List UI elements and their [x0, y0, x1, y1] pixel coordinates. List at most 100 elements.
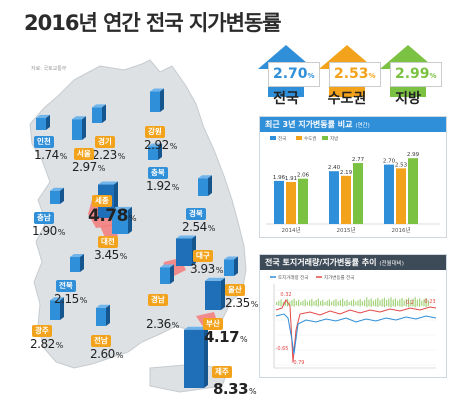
region-value-jeju: 8.33%: [213, 380, 257, 398]
region-value-unit: %: [79, 296, 88, 305]
legend-label: 지방: [330, 135, 338, 142]
region-value-number: 3.45: [94, 248, 119, 262]
map-bar-gangwon: [150, 88, 164, 112]
region-label-gyeonggi: 경기: [95, 136, 115, 148]
line-annotation: 0.2: [406, 300, 414, 306]
map-bar-jeonnam: [96, 304, 110, 326]
line-annotation: -0.79: [292, 360, 305, 366]
summary-value-capital: 2.53%: [329, 62, 381, 87]
region-value-unit: %: [55, 341, 64, 350]
region-value-unit: %: [249, 387, 257, 396]
region-label-jeonnam: 전남: [91, 335, 111, 347]
region-label-gyeongbuk: 경북: [186, 208, 206, 220]
region-label-jeonbuk: 전북: [56, 280, 76, 292]
bar: [384, 164, 394, 224]
region-label-busan: 부산: [203, 318, 223, 330]
line-chart: 토지거래량 전국 지가변동률 전국 0.32 -0.65 -0.79 0.2 0.23: [270, 274, 437, 369]
region-value-jeonnam: 2.60%: [90, 347, 123, 361]
line-chart-legend: 토지거래량 전국 지가변동률 전국: [270, 274, 354, 281]
bar-value-label: 2.53: [395, 162, 408, 168]
region-label-ulsan: 울산: [225, 284, 245, 296]
region-value-unit: %: [171, 183, 180, 192]
region-label-daejeon: 대전: [98, 236, 118, 248]
bar-value-label: 2.19: [340, 170, 353, 176]
bar-value-label: 1.91: [285, 176, 297, 182]
bar: [286, 181, 296, 224]
region-value-gyeongbuk: 2.54%: [182, 220, 215, 234]
bar-chart-panel: 최근 3년 지가변동률 비교 (연간) 전국 수도권 지방 1.96 1.91 2.06 2…: [259, 116, 447, 238]
region-value-number: 2.92: [144, 138, 169, 152]
region-value-unit: %: [115, 351, 124, 360]
region-value-unit: %: [117, 152, 126, 161]
region-value-chungnam: 1.90%: [32, 224, 65, 238]
page-title: 2016년 연간 전국 지가변동률: [24, 11, 282, 35]
region-label-seoul: 서울: [74, 148, 94, 160]
legend-label: 수도권: [304, 135, 316, 142]
legend-label: 지가변동률 전국: [324, 274, 354, 281]
line-chart-panel: 전국 토지거래량/지가변동률 추이 (전월대비) 토지거래량 전국 지가변동률 전…: [259, 254, 447, 378]
map-bar-chungnam: [50, 187, 64, 204]
map-bar-chungbuk: [148, 143, 162, 160]
transaction-volume-line: [275, 313, 437, 355]
map-bar-jeju: [184, 326, 208, 388]
bar-value-label: 1.96: [273, 175, 286, 181]
region-value-number: 2.97: [72, 160, 97, 174]
region-value-number: 2.60: [90, 347, 115, 361]
region-value-seoul: 2.97%: [72, 160, 105, 174]
summary-name-national: 전국: [273, 91, 299, 107]
bar: [408, 158, 418, 224]
region-value-unit: %: [171, 321, 180, 330]
region-value-unit: %: [207, 224, 216, 233]
region-value-jeonbuk: 2.15%: [54, 292, 87, 306]
bar: [329, 171, 339, 224]
map-bar-ulsan: [224, 256, 238, 276]
region-value-number: 2.82: [30, 337, 55, 351]
bar: [298, 178, 308, 224]
map-bar-jeonbuk: [70, 253, 84, 272]
bar: [396, 168, 406, 224]
region-value-unit: %: [59, 152, 68, 161]
summary-value-national: 2.70%: [268, 62, 320, 87]
map-bar-gyeonggi: [92, 104, 106, 123]
category-label: 2015년: [336, 226, 355, 234]
price-change-line: [275, 299, 437, 363]
bar-chart-title: 최근 3년 지가변동률 비교 (연간): [260, 117, 446, 132]
region-value-number: 4.78: [88, 206, 128, 226]
line-chart-title: 전국 토지거래량/지가변동률 추이 (전월대비): [260, 255, 446, 270]
region-value-number: 8.33: [213, 380, 249, 398]
summary-name-capital: 수도권: [327, 91, 367, 107]
region-value-incheon: 1.74%: [34, 148, 67, 162]
region-value-daegu: 3.93%: [190, 262, 223, 276]
region-value-chungbuk: 1.92%: [146, 179, 179, 193]
summary-value-local: 2.99%: [390, 62, 442, 87]
legend-swatch: [270, 136, 276, 140]
map-bar-daejeon: [112, 206, 132, 234]
region-value-unit: %: [57, 228, 66, 237]
region-value-unit: %: [250, 300, 259, 309]
map-bar-gyeongnam: [160, 264, 174, 284]
line-annotation: -0.65: [276, 346, 289, 352]
summary-name-local: 지방: [395, 91, 421, 107]
region-value-gangwon: 2.92%: [144, 138, 177, 152]
region-value-number: 2.36: [146, 317, 171, 331]
region-value-gyeonggi: 2.23%: [92, 148, 125, 162]
map-bar-gyeongbuk: [198, 175, 212, 196]
category-label: 2016년: [391, 226, 410, 234]
map-bar-gwangju: [50, 297, 64, 320]
legend-label: 토지거래량 전국: [278, 274, 308, 281]
line-annotation: 0.32: [280, 292, 291, 298]
region-3d-bars: [36, 88, 238, 388]
region-label-gwangju: 광주: [32, 325, 52, 337]
bar-value-label: 2.70: [383, 159, 396, 165]
region-value-unit: %: [128, 214, 137, 223]
region-value-unit: %: [97, 164, 106, 173]
bar-value-label: 2.77: [352, 157, 365, 163]
region-value-unit: %: [119, 252, 128, 261]
region-value-number: 2.54: [182, 220, 207, 234]
legend-swatch: [296, 136, 302, 140]
region-label-sejong: 세종: [92, 195, 112, 207]
region-value-ulsan: 2.35%: [225, 296, 258, 310]
region-value-unit: %: [240, 335, 248, 344]
source-note: 자료: 국토교통부: [31, 66, 67, 72]
